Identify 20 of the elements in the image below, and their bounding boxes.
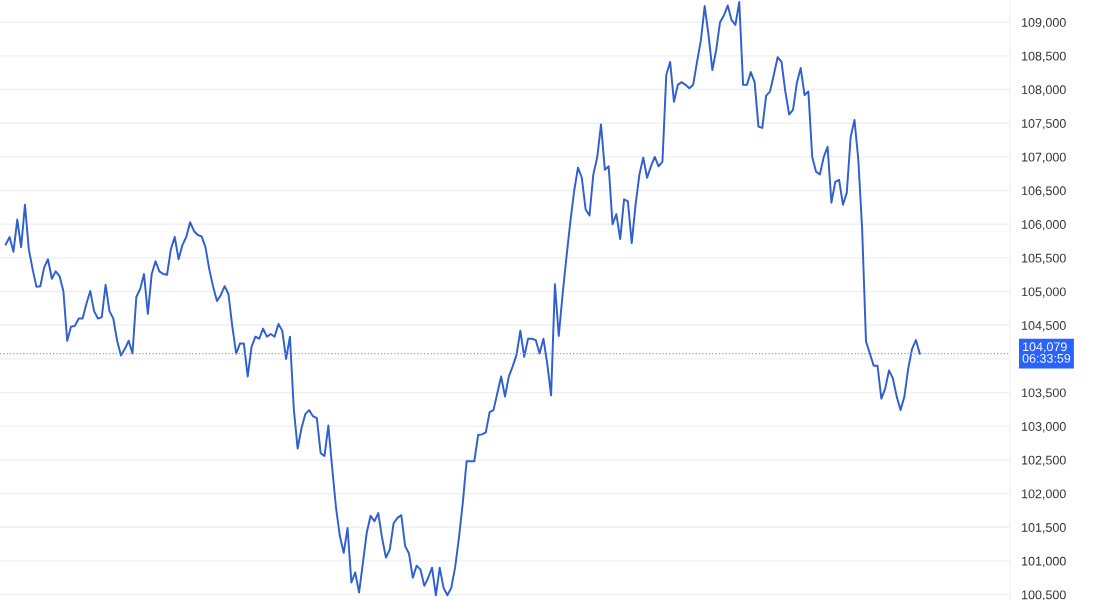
y-tick-label: 105,500 [1022,253,1066,265]
y-tick-label: 102,500 [1022,455,1066,467]
y-tick-label: 106,000 [1022,220,1066,231]
y-tick-label: 102,000 [1022,489,1066,500]
y-tick-label: 104,500 [1022,321,1066,332]
y-tick-label: 101,000 [1022,556,1066,568]
text: 06:33:59 [1022,353,1071,363]
y-tick-label: 108,500 [1022,51,1066,63]
y-tick-label: 107,500 [1022,119,1066,130]
line-series [4,1,921,597]
y-tick-label: 103,500 [1022,388,1066,399]
y-tick-label: 106,500 [1022,186,1066,197]
y-tick-label: 109,000 [1022,18,1066,29]
y-tick-label: 105,000 [1022,287,1066,298]
y-tick-label: 103,000 [1022,422,1066,433]
y-tick-label: 100,500 [1022,590,1066,600]
ref-line-label: 104,079 [1023,342,1067,353]
y-tick-label: 108,000 [1022,85,1066,96]
y-tick-label: 101,500 [1022,523,1066,534]
y-tick-label: 107,000 [1022,152,1066,164]
